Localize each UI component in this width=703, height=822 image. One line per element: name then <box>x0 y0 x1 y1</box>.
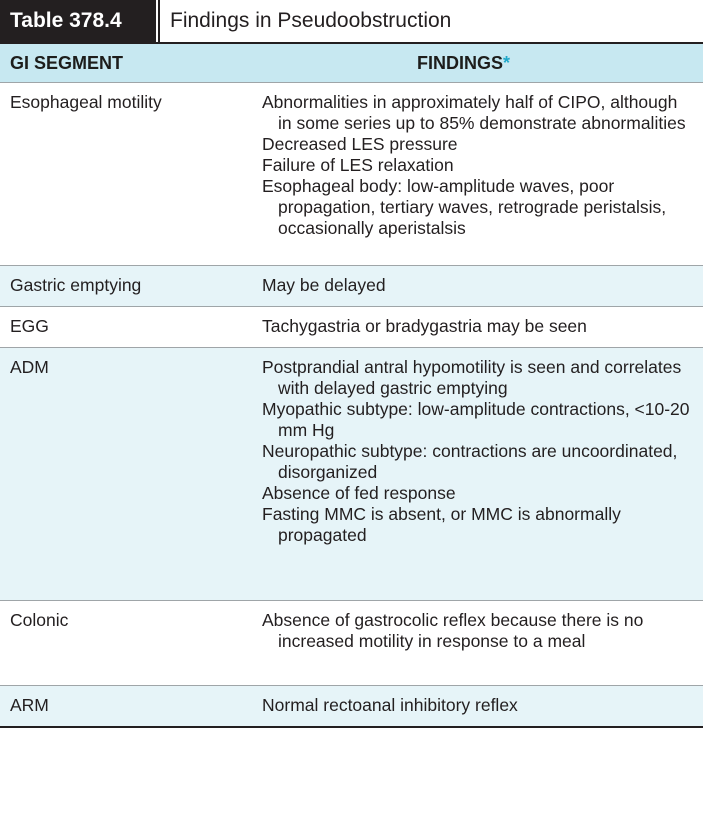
segment-cell: EGG <box>10 316 49 336</box>
table-title: Findings in Pseudoobstruction <box>158 0 703 42</box>
findings-cell: May be delayed <box>262 266 703 306</box>
finding-item: Normal rectoanal inhibitory reflex <box>262 695 518 715</box>
finding-item: Failure of LES relaxation <box>262 155 454 175</box>
table-row: Esophageal motility Abnormalities in app… <box>0 82 703 265</box>
table-row: ADM Postprandial antral hypomotility is … <box>0 347 703 600</box>
table-row: ARM Normal rectoanal inhibitory reflex <box>0 685 703 726</box>
finding-item: Decreased LES pressure <box>262 134 458 154</box>
finding-item: Fasting MMC is absent, or MMC is abnorma… <box>262 504 621 545</box>
finding-item: Absence of fed response <box>262 483 456 503</box>
finding-item: Myopathic subtype: low-amplitude contrac… <box>262 399 690 440</box>
table-title-bar: Table 378.4 Findings in Pseudoobstructio… <box>0 0 703 44</box>
table-number: Table 378.4 <box>0 0 156 42</box>
header-findings-label: FINDINGS <box>417 52 504 73</box>
table-row: EGG Tachygastria or bradygastria may be … <box>0 306 703 347</box>
segment-cell: Esophageal motility <box>10 92 162 112</box>
segment-cell: ARM <box>10 695 49 715</box>
table-header-row: GI SEGMENT FINDINGS* <box>0 44 703 82</box>
segment-cell: ADM <box>10 357 49 377</box>
segment-cell: Gastric emptying <box>10 275 142 295</box>
finding-item: Neuropathic subtype: contractions are un… <box>262 441 678 482</box>
table-row: Colonic Absence of gastrocolic reflex be… <box>0 600 703 685</box>
findings-cell: Normal rectoanal inhibitory reflex <box>262 686 703 726</box>
finding-item: May be delayed <box>262 275 386 295</box>
findings-cell: Postprandial antral hypomotility is seen… <box>262 348 703 600</box>
table-bottom-rule <box>0 726 703 728</box>
header-gi-segment: GI SEGMENT <box>10 52 124 73</box>
finding-item: Postprandial antral hypomotility is seen… <box>262 357 682 398</box>
finding-item: Absence of gastrocolic reflex because th… <box>262 610 644 651</box>
table-row: Gastric emptying May be delayed <box>0 265 703 306</box>
finding-item: Tachygastria or bradygastria may be seen <box>262 316 587 336</box>
footnote-asterisk: * <box>503 52 511 73</box>
finding-item: Abnormalities in approximately half of C… <box>262 92 686 133</box>
findings-cell: Absence of gastrocolic reflex because th… <box>262 601 703 685</box>
header-findings: FINDINGS* <box>262 53 703 74</box>
findings-cell: Tachygastria or bradygastria may be seen <box>262 307 703 347</box>
finding-item: Esophageal body: low-amplitude waves, po… <box>262 176 667 238</box>
findings-cell: Abnormalities in approximately half of C… <box>262 83 703 265</box>
segment-cell: Colonic <box>10 610 69 630</box>
